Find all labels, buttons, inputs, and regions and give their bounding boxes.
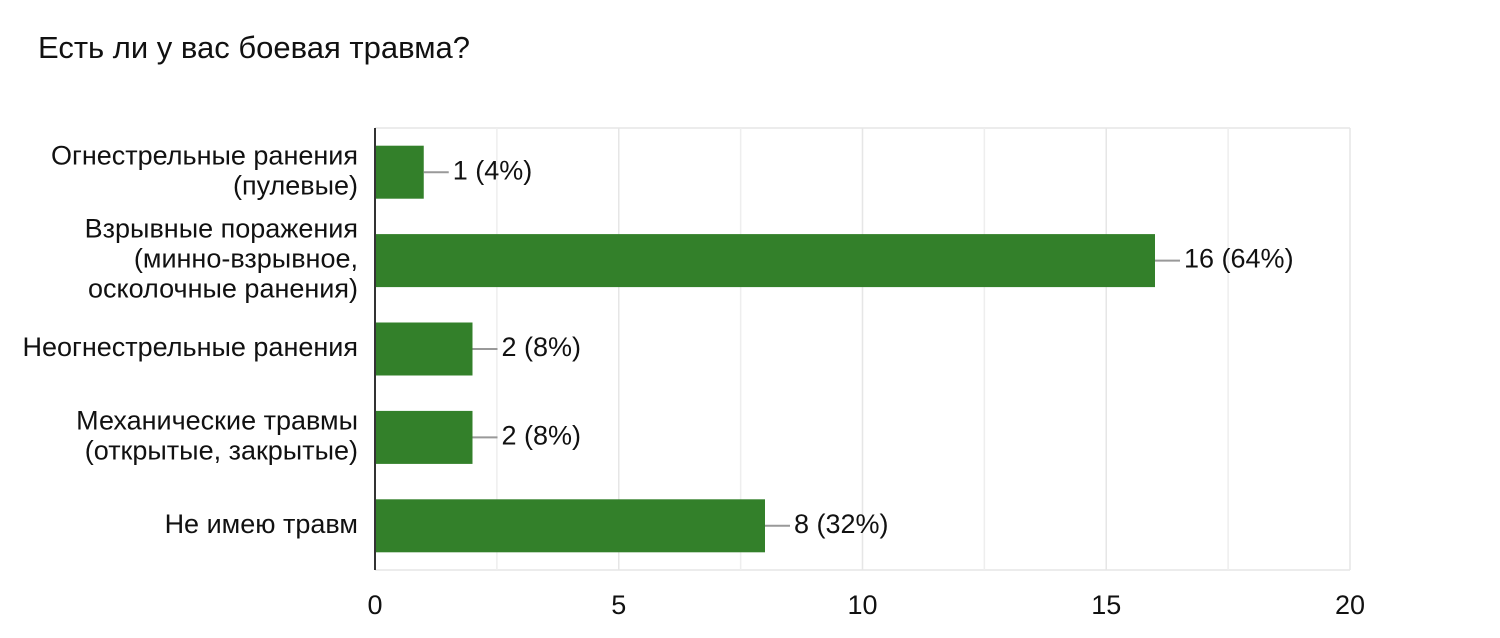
- chart-title: Есть ли у вас боевая травма?: [38, 30, 470, 65]
- x-tick-label: 15: [1091, 590, 1121, 620]
- x-tick-label: 20: [1335, 590, 1365, 620]
- x-tick-label: 10: [847, 590, 877, 620]
- bar: [375, 410, 473, 464]
- y-tick-label: Огнестрельные ранения: [51, 140, 358, 170]
- bar: [375, 499, 765, 553]
- value-label: 1 (4%): [453, 155, 533, 185]
- y-tick-label: Взрывные поражения: [85, 214, 358, 244]
- value-label: 2 (8%): [502, 421, 582, 451]
- y-tick-label: Механические травмы: [76, 406, 358, 436]
- value-label: 8 (32%): [794, 509, 889, 539]
- value-label: 16 (64%): [1184, 244, 1294, 274]
- y-tick-label: Не имею травм: [165, 509, 358, 539]
- y-tick-label: (минно-взрывное,: [134, 244, 358, 274]
- x-tick-label: 0: [367, 590, 382, 620]
- bar: [375, 322, 473, 376]
- y-tick-label: (пулевые): [233, 170, 358, 200]
- x-tick-label: 5: [611, 590, 626, 620]
- y-tick-label: осколочные ранения): [88, 274, 358, 304]
- value-label: 2 (8%): [502, 332, 582, 362]
- bar: [375, 145, 424, 199]
- bar: [375, 234, 1155, 288]
- y-tick-label: (открытые, закрытые): [85, 436, 358, 466]
- y-tick-label: Неогнестрельные ранения: [22, 332, 358, 362]
